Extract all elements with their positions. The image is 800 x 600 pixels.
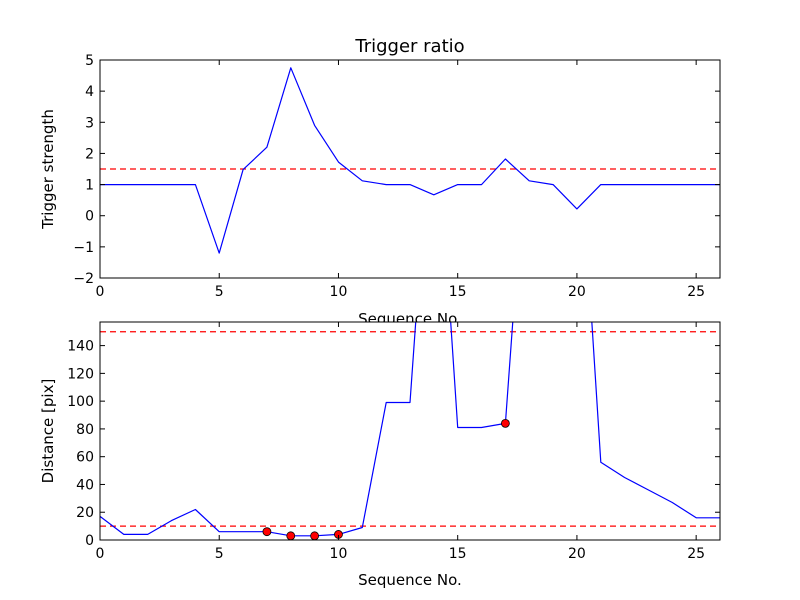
data-point-marker	[310, 531, 320, 541]
x-tick-label: 15	[449, 546, 467, 562]
x-tick-label: 10	[330, 284, 348, 300]
y-tick-label: 20	[76, 505, 94, 521]
data-point-marker	[262, 527, 272, 537]
chart-distance: 0 5 10 15 20 25 0 20 40 60 80 100 120 140 Sequence No.…	[39, 321, 721, 589]
y-tick-label: −2	[73, 271, 94, 287]
y-tick-label: −1	[73, 240, 94, 256]
x-tick-label: 5	[215, 546, 224, 562]
y-tick-label: 3	[85, 115, 94, 131]
x-tick-label: 25	[687, 546, 705, 562]
y-tick-label: 5	[85, 53, 94, 69]
y-tick-label: 60	[76, 450, 94, 466]
data-point-marker	[286, 531, 296, 541]
y-tick-label: 1	[85, 178, 94, 194]
y-tick-label: 140	[67, 339, 94, 355]
x-tick-label: 15	[449, 284, 467, 300]
y-tick-label: 4	[85, 84, 94, 100]
series-line	[100, 67, 720, 254]
chart-title: Trigger ratio	[354, 36, 464, 57]
x-tick-label: 5	[215, 284, 224, 300]
y-tick-label: 0	[85, 209, 94, 225]
y-tick-label: 40	[76, 477, 94, 493]
y-tick-label: 0	[85, 533, 94, 549]
axes-frame	[99, 59, 721, 279]
x-tick-label: 0	[96, 284, 105, 300]
x-axis-label: Sequence No.	[358, 571, 462, 589]
axes-frame	[99, 321, 721, 541]
y-tick-label: 2	[85, 146, 94, 162]
x-tick-label: 20	[568, 284, 586, 300]
y-axis-label: Trigger strength	[39, 109, 57, 230]
x-tick-label: 25	[687, 284, 705, 300]
x-tick-label: 0	[96, 546, 105, 562]
data-point-marker	[500, 418, 510, 428]
x-tick-label: 20	[568, 546, 586, 562]
y-tick-label: 100	[67, 394, 94, 410]
plot-area	[100, 322, 720, 540]
x-tick-label: 10	[330, 546, 348, 562]
y-tick-label: 80	[76, 422, 94, 438]
y-axis-label: Distance [pix]	[39, 379, 57, 484]
y-tick-label: 120	[67, 366, 94, 382]
series-line	[100, 322, 720, 537]
